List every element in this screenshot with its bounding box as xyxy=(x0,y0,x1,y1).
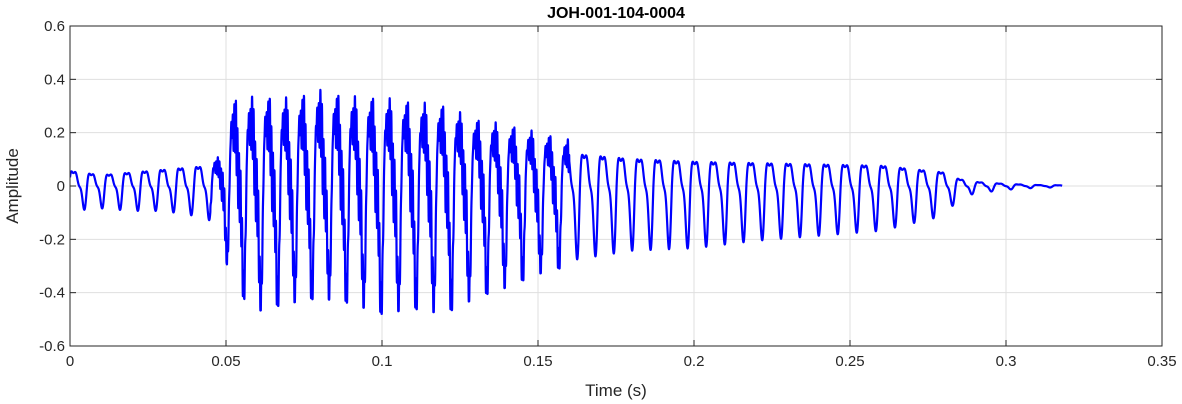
x-tick-label: 0.05 xyxy=(211,353,240,370)
x-tick-label: 0.1 xyxy=(372,353,393,370)
x-tick-label: 0.15 xyxy=(523,353,552,370)
y-axis-label: Amplitude xyxy=(3,148,22,224)
y-tick-label: 0.4 xyxy=(44,71,65,88)
x-tick-label: 0.25 xyxy=(835,353,864,370)
y-tick-label: 0.2 xyxy=(44,125,65,142)
x-tick-label: 0.2 xyxy=(684,353,705,370)
chart-title: JOH-001-104-0004 xyxy=(547,5,685,22)
x-tick-label: 0 xyxy=(66,353,74,370)
y-tick-label: -0.6 xyxy=(39,338,65,355)
x-tick-label: 0.35 xyxy=(1147,353,1176,370)
y-tick-label: 0.6 xyxy=(44,18,65,35)
amplitude-waveform xyxy=(70,88,1064,316)
y-tick-label: -0.4 xyxy=(39,285,65,302)
axis-ticks: 0 0.05 0.1 0.15 0.2 0.25 0.3 0.35 -0.6 -0.4 -0.2 0 0… xyxy=(39,18,1176,370)
x-axis-label: Time (s) xyxy=(585,381,647,400)
y-tick-label: 0 xyxy=(57,178,65,195)
x-tick-label: 0.3 xyxy=(996,353,1017,370)
y-tick-label: -0.2 xyxy=(39,231,65,248)
